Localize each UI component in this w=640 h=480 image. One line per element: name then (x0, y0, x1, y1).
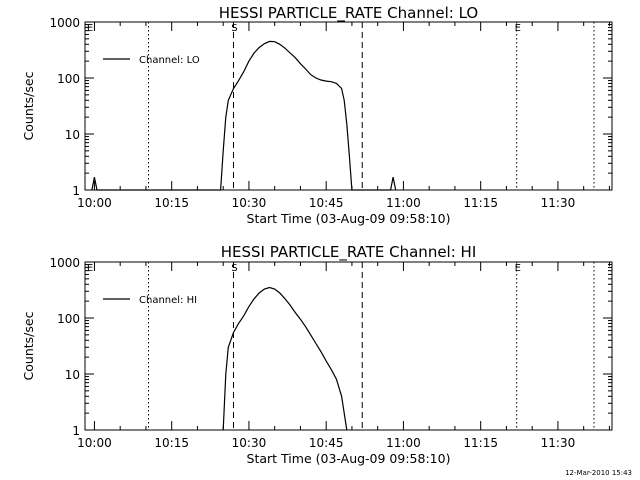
y-axis-label: Counts/sec (21, 311, 36, 380)
x-tick-label: 10:15 (154, 196, 189, 210)
y-tick-label: 1 (72, 424, 80, 438)
x-axis-label: Start Time (03-Aug-09 09:58:10) (247, 211, 451, 226)
edge-marker-label: E (87, 263, 93, 274)
time-marker-label: E (515, 23, 521, 34)
x-tick-label: 10:00 (77, 436, 112, 450)
y-tick-label: 1000 (49, 16, 80, 30)
plot-frame (84, 21, 613, 191)
legend-entry: Channel: LO (139, 55, 200, 66)
x-tick-label: 10:30 (232, 196, 267, 210)
y-tick-label: 100 (57, 72, 80, 86)
chart-title: HESSI PARTICLE_RATE Channel: HI (221, 243, 477, 262)
x-tick-label: 11:15 (463, 436, 498, 450)
time-marker-label: S (231, 23, 237, 34)
time-marker-label: S (231, 263, 237, 274)
x-tick-label: 10:30 (232, 436, 267, 450)
y-axis-label: Counts/sec (21, 71, 36, 140)
x-tick-label: 10:15 (154, 436, 189, 450)
y-tick-label: 100 (57, 312, 80, 326)
x-tick-label: 11:30 (541, 436, 576, 450)
x-tick-label: 11:15 (463, 196, 498, 210)
time-marker-label: E (515, 263, 521, 274)
y-tick-label: 10 (65, 368, 80, 382)
edge-marker-label: E (87, 23, 93, 34)
chart-title: HESSI PARTICLE_RATE Channel: LO (219, 4, 478, 23)
x-tick-label: 11:30 (541, 196, 576, 210)
x-tick-label: 10:45 (309, 196, 344, 210)
y-tick-label: 1000 (49, 256, 80, 270)
panel-lo: HESSI PARTICLE_RATE Channel: LO 10:00 10:1… (21, 4, 613, 226)
panel-hi: HESSI PARTICLE_RATE Channel: HI 10:00 10:1… (21, 243, 613, 466)
plot-frame (84, 261, 613, 431)
x-tick-label: 11:00 (386, 436, 421, 450)
footer-timestamp: 12-Mar-2010 15:43 (565, 469, 632, 477)
x-axis-label: Start Time (03-Aug-09 09:58:10) (247, 451, 451, 466)
series-line (91, 40, 397, 191)
legend-entry: Channel: HI (139, 295, 197, 306)
x-tick-label: 11:00 (386, 196, 421, 210)
y-tick-label: 10 (65, 128, 80, 142)
x-tick-label: 10:00 (77, 196, 112, 210)
series-line (222, 286, 348, 431)
x-tick-label: 10:45 (309, 436, 344, 450)
y-tick-label: 1 (72, 184, 80, 198)
